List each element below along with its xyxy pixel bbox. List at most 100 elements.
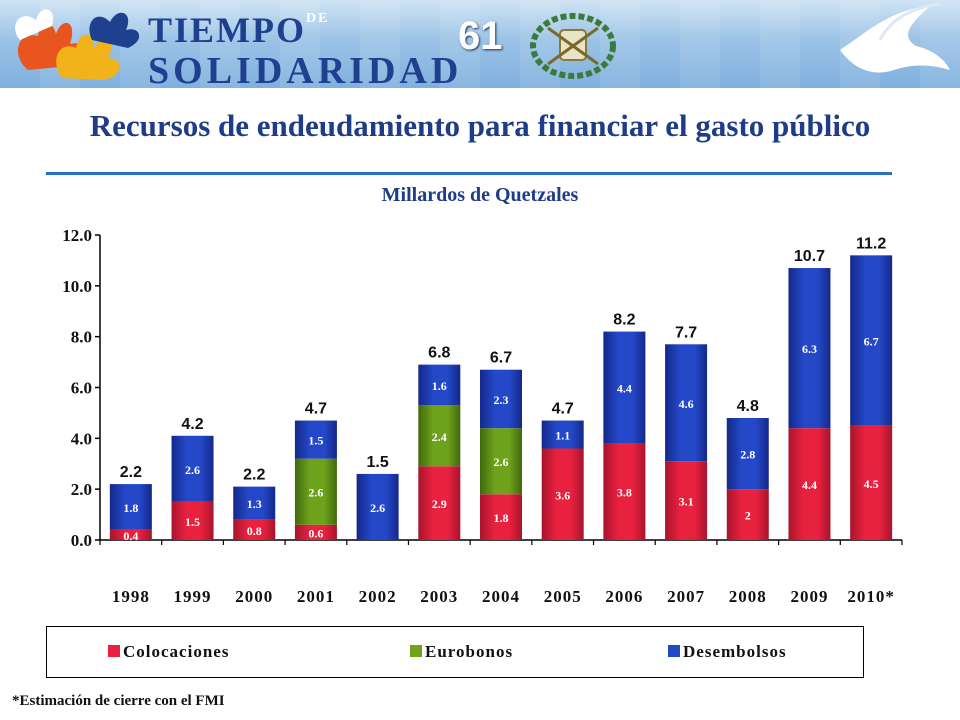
- segment-value-label: 4.4: [802, 478, 817, 492]
- x-category-label: 2006: [605, 587, 643, 606]
- dove-icon: [840, 2, 950, 73]
- bar-segment-desembolsos: [294, 420, 337, 459]
- segment-value-label: 0.6: [308, 526, 323, 540]
- bar-segment-desembolsos: [541, 420, 584, 449]
- y-tick-label: 8.0: [71, 328, 92, 347]
- x-category-label: 1999: [174, 587, 212, 606]
- legend-label-colocaciones: Colocaciones: [123, 642, 230, 661]
- segment-value-label: 1.6: [432, 379, 447, 393]
- segment-value-label: 6.3: [802, 342, 817, 356]
- legend-item-colocaciones: Colocaciones: [108, 642, 230, 662]
- hands-logo-icon: [15, 9, 140, 80]
- footnote: *Estimación de cierre con el FMI: [12, 693, 225, 709]
- title-divider: [46, 172, 892, 175]
- bar-segment-colocaciones: [233, 519, 276, 540]
- segment-value-label: 0.4: [123, 529, 138, 543]
- segment-value-label: 1.1: [555, 429, 570, 443]
- segment-value-label: 3.6: [555, 488, 570, 502]
- segment-value-label: 2.6: [185, 463, 200, 477]
- segment-value-label: 1.3: [247, 497, 262, 511]
- x-category-label: 2008: [729, 587, 767, 606]
- x-category-label: 2002: [359, 587, 397, 606]
- legend-swatch-desembolsos: [668, 645, 680, 657]
- bar-segment-desembolsos: [418, 364, 461, 406]
- y-tick-label: 10.0: [62, 277, 92, 296]
- x-category-label: 1998: [112, 587, 150, 606]
- bar-segment-desembolsos: [233, 486, 276, 520]
- bar-segment-colocaciones: [850, 425, 893, 540]
- segment-value-label: 2.6: [370, 501, 385, 515]
- bar-segment-colocaciones: [788, 428, 831, 540]
- brand-line-1: TIEMPO: [148, 10, 307, 50]
- bar-segment-colocaciones: [541, 448, 584, 540]
- x-category-label: 2010*: [847, 587, 895, 606]
- bar-segment-eurobonos: [294, 458, 337, 525]
- page-number: 61: [458, 14, 503, 58]
- legend-swatch-eurobonos: [410, 645, 422, 657]
- coat-of-arms-icon: [530, 13, 616, 79]
- bar-segment-desembolsos: [850, 255, 893, 426]
- legend-item-desembolsos: Desembolsos: [668, 642, 787, 662]
- chart-legend: Colocaciones Eurobonos Desembolsos: [46, 626, 864, 678]
- bar-total-label: 4.8: [737, 398, 759, 415]
- bar-segment-colocaciones: [294, 524, 337, 540]
- brand-de: DE: [306, 11, 330, 26]
- y-tick-label: 0.0: [71, 531, 92, 550]
- bar-total-label: 4.7: [305, 401, 327, 418]
- bar-total-label: 4.7: [552, 401, 574, 418]
- segment-value-label: 1.8: [123, 501, 138, 515]
- segment-value-label: 1.8: [494, 511, 509, 525]
- segment-value-label: 2.3: [494, 393, 509, 407]
- header-banner: TIEMPODE SOLIDARIDAD 61: [0, 0, 960, 88]
- bar-segment-desembolsos: [665, 344, 708, 462]
- page-title: Recursos de endeudamiento para financiar…: [89, 108, 871, 143]
- brand-logo-text: TIEMPODE SOLIDARIDAD: [148, 10, 463, 89]
- segment-value-label: 3.8: [617, 486, 632, 500]
- segment-value-label: 2.8: [740, 448, 755, 462]
- bar-total-label: 2.2: [120, 464, 142, 481]
- bar-segment-desembolsos: [109, 484, 152, 530]
- bar-total-label: 2.2: [243, 467, 265, 484]
- bar-segment-desembolsos: [356, 473, 399, 540]
- bar-segment-colocaciones: [109, 529, 152, 540]
- banner-background: [0, 0, 960, 88]
- x-category-label: 2001: [297, 587, 335, 606]
- legend-label-desembolsos: Desembolsos: [683, 642, 787, 661]
- segment-value-label: 2.9: [432, 497, 447, 511]
- y-tick-label: 6.0: [71, 379, 92, 398]
- legend-swatch-colocaciones: [108, 645, 120, 657]
- chart-subtitle: Millardos de Quetzales: [381, 184, 579, 206]
- x-category-label: 2003: [420, 587, 458, 606]
- bar-total-label: 6.8: [428, 345, 450, 362]
- bar-total-label: 8.2: [613, 312, 635, 329]
- stacked-bar-chart: 0.0 2.0 4.0 6.0 8.0 10.0 12.0 0.4 1.8 2.2 1998 1.5 2…: [62, 226, 903, 606]
- bar-total-label: 11.2: [856, 235, 886, 252]
- bar-total-label: 4.2: [181, 416, 203, 433]
- segment-value-label: 2.6: [494, 455, 509, 469]
- y-tick-label: 2.0: [71, 480, 92, 499]
- bar-segment-colocaciones: [603, 443, 646, 540]
- legend-label-eurobonos: Eurobonos: [425, 642, 514, 661]
- brand-line-2: SOLIDARIDAD: [148, 50, 463, 88]
- x-category-label: 2009: [790, 587, 828, 606]
- bar-segment-desembolsos: [480, 369, 522, 429]
- segment-value-label: 4.6: [679, 397, 694, 411]
- bar-segment-colocaciones: [171, 501, 214, 540]
- legend-item-eurobonos: Eurobonos: [410, 642, 514, 662]
- segment-value-label: 6.7: [864, 334, 879, 348]
- x-category-label: 2005: [544, 587, 582, 606]
- segment-value-label: 4.4: [617, 382, 632, 396]
- bar-segment-colocaciones: [480, 494, 522, 540]
- bar-segment-colocaciones: [726, 489, 769, 540]
- x-category-label: 2000: [235, 587, 273, 606]
- y-tick-label: 4.0: [71, 429, 92, 448]
- segment-value-label: 3.1: [679, 495, 694, 509]
- bar-total-label: 7.7: [675, 324, 697, 341]
- bar-total-label: 10.7: [794, 248, 825, 265]
- segment-value-label: 1.5: [308, 434, 323, 448]
- segment-value-label: 1.5: [185, 515, 200, 529]
- segment-value-label: 2: [745, 509, 751, 523]
- bar-segment-desembolsos: [603, 331, 646, 444]
- segment-value-label: 4.5: [864, 477, 879, 491]
- bar-total-label: 1.5: [366, 454, 388, 471]
